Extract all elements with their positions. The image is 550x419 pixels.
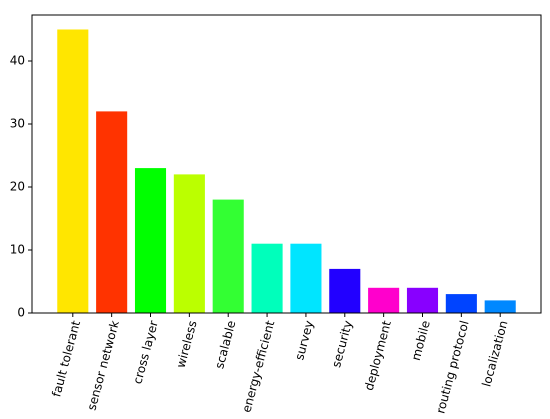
y-tick-label: 30 (10, 116, 25, 130)
x-tick-label: localization (479, 319, 510, 388)
x-tick-label: deployment (362, 319, 394, 392)
plot-frame (31, 14, 542, 314)
bar-survey (290, 243, 322, 313)
x-tick-label: mobile (409, 319, 433, 362)
y-tick-label: 10 (10, 242, 25, 256)
y-tick-label: 40 (10, 53, 25, 67)
x-tick-label: scalable (212, 319, 238, 370)
bar-localization (484, 300, 516, 313)
x-tick-label: routing protocol (433, 319, 471, 415)
x-tick-label: security (329, 319, 355, 369)
bar-wireless (173, 174, 205, 313)
bar-energy-efficient (251, 243, 283, 313)
bar-deployment (368, 287, 400, 313)
x-tick-label: survey (292, 319, 316, 362)
x-tick-label: sensor network (85, 319, 122, 412)
x-tick-label: wireless (174, 319, 200, 369)
x-tick-label: cross layer (130, 319, 160, 386)
bar-cross-layer (134, 168, 167, 313)
x-tick-label: energy-efficient (239, 319, 277, 414)
y-tick-label: 20 (10, 179, 25, 193)
y-axis: 0 10 20 30 40 (10, 53, 32, 320)
bars-group (57, 29, 516, 314)
bar-mobile (406, 287, 439, 313)
y-tick-label: 0 (17, 306, 25, 320)
bar-fault-tolerant (57, 29, 89, 314)
bar-security (329, 268, 361, 313)
bar-routing-protocol (445, 294, 477, 313)
x-tick-label: fault tolerant (49, 319, 83, 399)
bar-scalable (212, 199, 244, 313)
x-axis: fault tolerant sensor network cross layer w… (49, 313, 510, 415)
bar-sensor-network (96, 111, 128, 313)
